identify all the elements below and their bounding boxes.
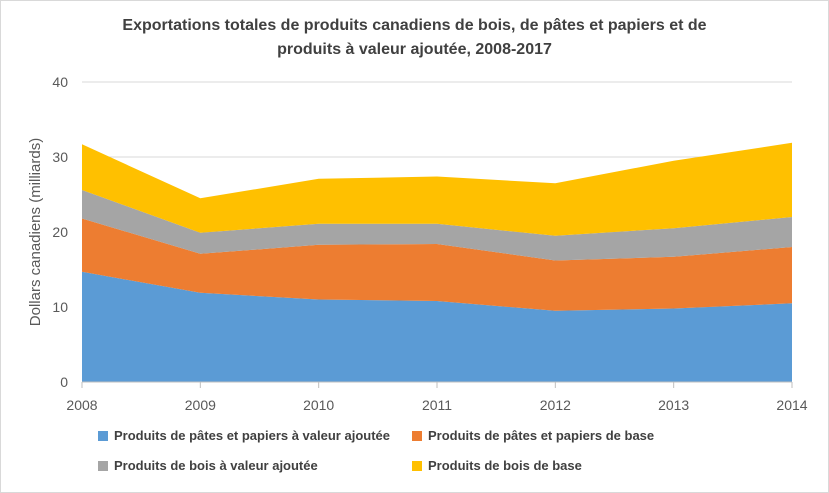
chart-title-line-1: Exportations totales de produits canadie… xyxy=(122,17,707,34)
legend-swatch xyxy=(98,460,108,471)
y-tick-label: 20 xyxy=(52,224,68,240)
legend-label: Produits de pâtes et papiers de base xyxy=(428,428,655,443)
legend-item: Produits de pâtes et papiers à valeur aj… xyxy=(98,428,390,443)
x-tick-label: 2014 xyxy=(776,397,807,413)
legend-item: Produits de bois à valeur ajoutée xyxy=(98,458,318,473)
legend-item: Produits de bois de base xyxy=(412,458,582,473)
chart-title-line-2: produits à valeur ajoutée, 2008-2017 xyxy=(277,41,552,58)
x-tick-label: 2008 xyxy=(66,397,97,413)
y-tick-label: 40 xyxy=(52,74,68,90)
x-tick-label: 2012 xyxy=(540,397,571,413)
y-tick-label: 10 xyxy=(52,299,68,315)
area-series-3 xyxy=(82,190,792,261)
legend-label: Produits de bois à valeur ajoutée xyxy=(114,458,318,473)
legend-swatch xyxy=(412,460,422,471)
area-series-2 xyxy=(82,218,792,311)
legend-label: Produits de pâtes et papiers à valeur aj… xyxy=(114,428,390,443)
y-axis-label: Dollars canadiens (milliards) xyxy=(27,138,44,326)
x-tick-label: 2011 xyxy=(422,397,452,413)
legend-swatch xyxy=(98,430,108,441)
x-tick-label: 2013 xyxy=(658,397,689,413)
area-series-4 xyxy=(82,142,792,236)
stacked-areas xyxy=(82,142,792,382)
area-series-1 xyxy=(82,271,792,382)
y-tick-label: 30 xyxy=(52,149,68,165)
legend-swatch xyxy=(412,430,422,441)
axes: 0 10 20 30 40 2008 2009 2010 2011 2012 2013 2014 xyxy=(52,74,807,413)
legend-label: Produits de bois de base xyxy=(428,458,582,473)
x-tick-label: 2010 xyxy=(303,397,334,413)
x-tick-label: 2009 xyxy=(185,397,216,413)
chart-title: Exportations totales de produits canadie… xyxy=(0,14,829,62)
legend-item: Produits de pâtes et papiers de base xyxy=(412,428,654,443)
y-tick-label: 0 xyxy=(60,374,68,390)
